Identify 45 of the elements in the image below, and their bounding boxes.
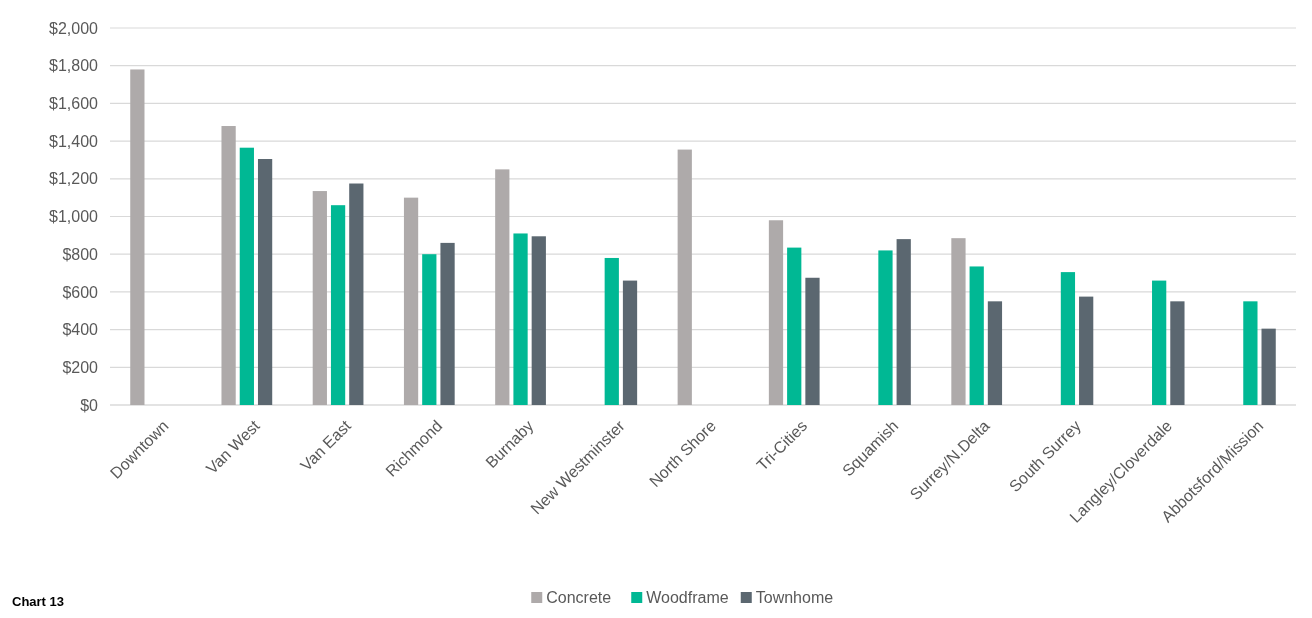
legend-label: Townhome xyxy=(755,589,834,606)
bar xyxy=(531,236,546,405)
y-tick-label: $400 xyxy=(62,321,99,339)
bar xyxy=(1079,296,1094,405)
bar xyxy=(896,239,911,405)
bar xyxy=(677,149,692,405)
y-tick-label: $1,400 xyxy=(49,132,99,150)
y-tick-label: $1,800 xyxy=(49,57,99,75)
bar xyxy=(440,242,455,405)
y-tick-label: $600 xyxy=(62,283,99,301)
y-tick-label: $200 xyxy=(62,358,99,376)
bar xyxy=(422,254,437,405)
bar xyxy=(787,247,802,405)
y-tick-label: $1,600 xyxy=(49,95,99,112)
bar xyxy=(513,233,528,405)
bar xyxy=(987,301,1003,405)
y-tick-label: $800 xyxy=(62,245,99,263)
bar xyxy=(951,238,966,405)
bar xyxy=(768,220,784,405)
bar xyxy=(330,205,346,405)
bar xyxy=(622,280,638,405)
bar xyxy=(1060,272,1076,405)
bar xyxy=(403,197,419,405)
bar xyxy=(1152,280,1167,405)
bar xyxy=(1170,301,1185,405)
bar xyxy=(878,250,893,405)
legend-label: Concrete xyxy=(546,589,612,606)
caption: Chart 13 xyxy=(12,594,65,609)
y-tick-label: $0 xyxy=(80,396,99,414)
bar xyxy=(1261,328,1276,405)
bar xyxy=(312,191,327,405)
bar xyxy=(239,147,254,405)
bar xyxy=(349,183,364,405)
bar xyxy=(257,159,273,405)
y-tick-label: $2,000 xyxy=(49,19,99,37)
bar xyxy=(221,126,236,405)
y-tick-label: $1,000 xyxy=(49,208,99,226)
bar xyxy=(805,277,820,405)
bar xyxy=(130,69,145,405)
legend-label: Woodframe xyxy=(646,589,729,606)
bar xyxy=(969,266,984,405)
bar xyxy=(604,257,619,405)
y-tick-label: $1,200 xyxy=(49,170,99,188)
bar xyxy=(1243,301,1258,405)
bar xyxy=(495,169,510,405)
